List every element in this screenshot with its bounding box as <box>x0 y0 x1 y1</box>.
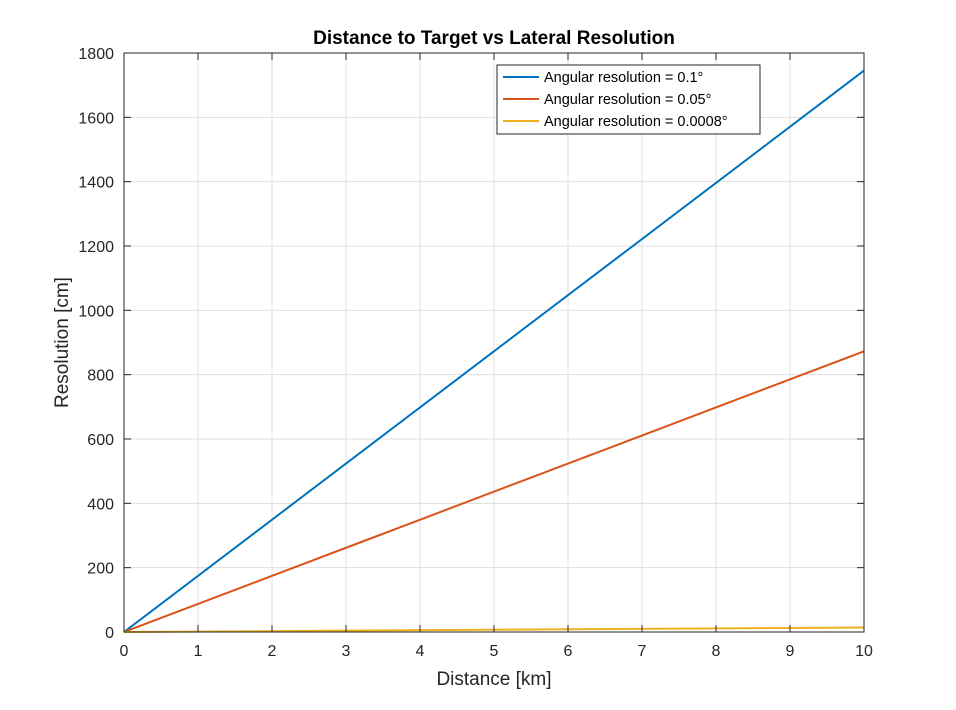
legend-box <box>496 64 761 135</box>
x-tick-label: 2 <box>268 643 277 660</box>
x-tick-label: 1 <box>194 643 203 660</box>
x-tick-label: 5 <box>490 643 499 660</box>
x-tick-label: 4 <box>416 643 425 660</box>
x-tick-label: 0 <box>120 643 129 660</box>
legend-label-1: Angular resolution = 0.05° <box>544 92 711 108</box>
y-tick-label: 1200 <box>78 239 114 256</box>
y-tick-label: 0 <box>105 625 114 642</box>
legend: Angular resolution = 0.1° Angular resolut… <box>496 64 761 135</box>
x-tick-label: 6 <box>564 643 573 660</box>
series-line-0 <box>123 69 865 633</box>
y-tick-label: 1600 <box>78 110 114 127</box>
y-tick-label: 1400 <box>78 175 114 192</box>
y-tick-label: 400 <box>87 496 114 513</box>
series-line-1 <box>123 350 865 633</box>
x-tick-label: 8 <box>712 643 721 660</box>
x-tick-label: 3 <box>342 643 351 660</box>
y-tick-label: 800 <box>87 368 114 385</box>
x-tick-label: 9 <box>786 643 795 660</box>
x-tick-label: 7 <box>638 643 647 660</box>
y-tick-label: 600 <box>87 432 114 449</box>
x-axis-label: Distance [km] <box>436 669 551 690</box>
y-tick-label: 1800 <box>78 46 114 63</box>
y-axis-label: Resolution [cm] <box>52 277 73 408</box>
legend-label-2: Angular resolution = 0.0008° <box>544 114 728 130</box>
legend-label-0: Angular resolution = 0.1° <box>544 70 703 86</box>
y-tick-label: 200 <box>87 561 114 578</box>
chart-title: Distance to Target vs Lateral Resolution <box>313 28 675 49</box>
x-tick-label: 10 <box>855 643 873 660</box>
y-tick-label: 1000 <box>78 303 114 320</box>
axis-ticks: 0 1 2 3 4 5 6 7 8 9 10 0 200 400 600 800 1000 1200 1400 160… <box>78 46 873 660</box>
